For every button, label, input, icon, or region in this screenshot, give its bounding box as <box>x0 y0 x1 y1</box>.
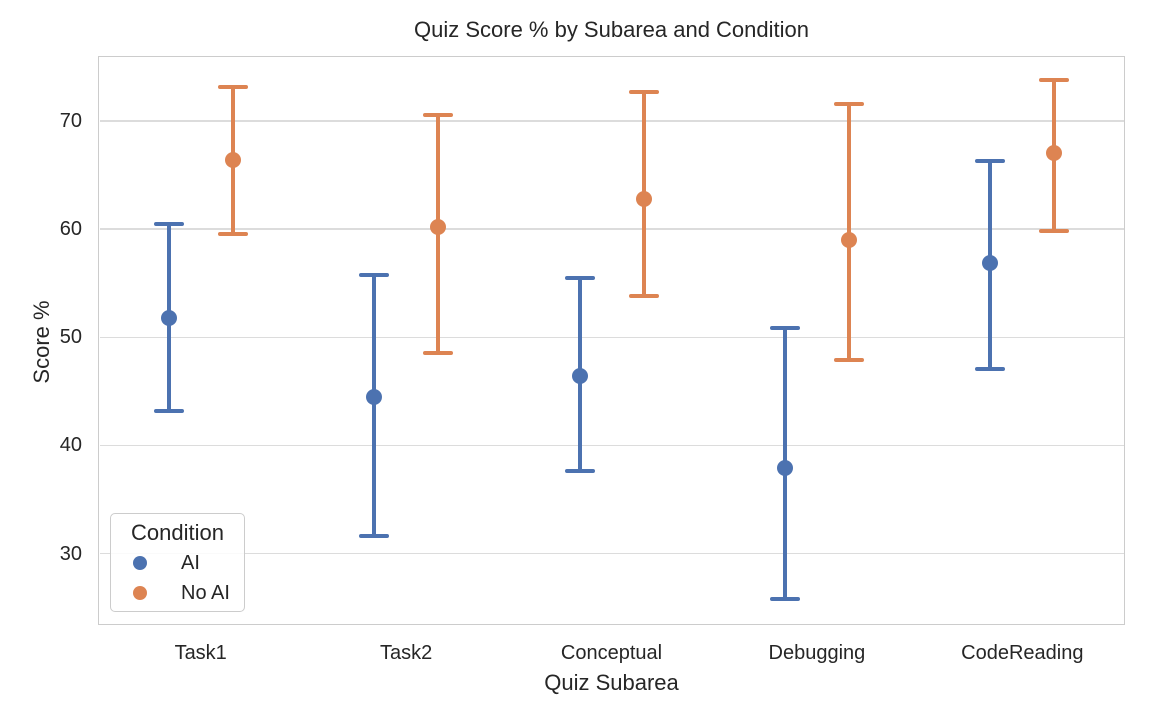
y-tick-label: 60 <box>59 218 82 241</box>
error-bar-cap-bottom <box>1039 229 1070 234</box>
error-bar-cap-top <box>1039 77 1070 82</box>
gridline <box>99 336 1124 338</box>
error-bar-cap-bottom <box>833 357 864 362</box>
error-bar-cap-top <box>423 113 454 118</box>
error-bar-cap-top <box>769 325 800 330</box>
point-marker <box>1046 145 1063 162</box>
error-bar-cap-top <box>153 221 184 226</box>
legend-item-ai: AI <box>111 548 244 578</box>
error-bar-line <box>372 274 377 537</box>
gridline <box>99 552 1124 555</box>
x-tick-label: Debugging <box>768 642 866 664</box>
point-marker <box>430 218 447 235</box>
point-marker <box>776 460 793 477</box>
error-bar-cap-bottom <box>423 351 454 356</box>
legend-marker-icon <box>133 556 147 570</box>
y-tick-label: 50 <box>59 326 82 349</box>
error-bar-line <box>846 103 851 360</box>
y-tick-label: 40 <box>59 434 82 457</box>
gridline <box>99 228 1124 230</box>
point-marker <box>635 190 652 207</box>
error-bar-cap-top <box>975 158 1006 163</box>
error-bar-cap-top <box>628 89 659 94</box>
legend: Condition AI No AI <box>110 513 245 612</box>
legend-marker-icon <box>133 586 147 600</box>
error-bar-cap-top <box>217 85 248 90</box>
x-tick-label: CodeReading <box>961 642 1084 664</box>
point-marker <box>366 388 383 405</box>
point-marker <box>982 254 999 271</box>
error-bar-cap-bottom <box>359 534 390 539</box>
x-tick-label: Task2 <box>379 642 433 664</box>
error-bar-cap-bottom <box>153 408 184 413</box>
x-tick-label: Task1 <box>174 642 227 664</box>
y-tick-label: 30 <box>59 542 82 565</box>
legend-item-label: AI <box>181 552 200 574</box>
gridline <box>99 120 1124 122</box>
point-marker <box>571 368 588 385</box>
point-marker <box>160 309 177 326</box>
x-tick-label: Conceptual <box>560 642 663 664</box>
chart-title: Quiz Score % by Subarea and Condition <box>413 17 809 42</box>
y-tick-label: 70 <box>59 109 82 132</box>
error-bar-cap-bottom <box>769 597 800 602</box>
point-marker <box>224 151 241 168</box>
point-marker <box>840 231 857 248</box>
error-bar-cap-bottom <box>628 294 659 299</box>
error-bar-cap-bottom <box>217 232 248 237</box>
x-axis-label: Quiz Subarea <box>544 670 679 695</box>
legend-title: Condition <box>131 520 224 545</box>
error-bar-cap-bottom <box>564 469 595 474</box>
gridline <box>99 444 1124 447</box>
legend-item-no-ai: No AI <box>111 578 244 608</box>
error-bar-cap-top <box>359 272 390 277</box>
plot-area <box>98 56 1125 625</box>
error-bar-cap-top <box>564 275 595 280</box>
y-axis-label: Score % <box>29 300 54 384</box>
error-bar-cap-bottom <box>975 366 1006 371</box>
legend-item-label: No AI <box>181 582 230 604</box>
error-bar-cap-top <box>833 101 864 106</box>
